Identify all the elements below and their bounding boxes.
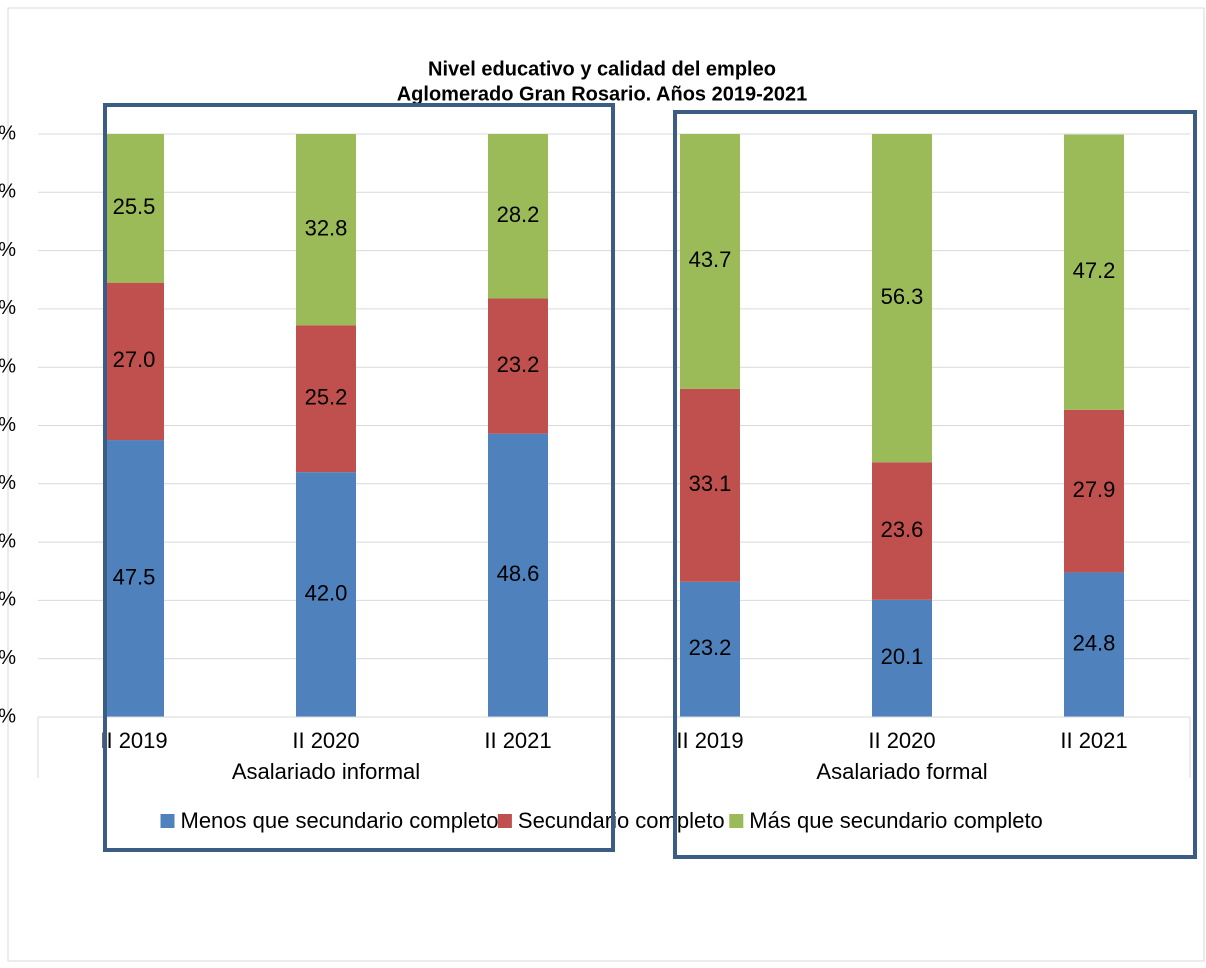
legend-swatch xyxy=(160,814,175,828)
bar-segment xyxy=(296,325,356,473)
bar-segment xyxy=(872,599,932,717)
data-label: 47.2 xyxy=(1073,258,1116,283)
bar-segment xyxy=(680,134,740,389)
chart-title: Nivel educativo y calidad del empleo xyxy=(428,58,776,80)
y-tick-label: 30% xyxy=(0,530,16,552)
data-label: 25.5 xyxy=(113,194,156,219)
data-label: 33.1 xyxy=(689,471,732,496)
x-tick-label: II 2021 xyxy=(1060,728,1127,753)
data-label: 47.5 xyxy=(113,564,156,589)
bar-segment xyxy=(296,134,356,326)
data-label: 23.2 xyxy=(689,635,732,660)
x-tick-label: II 2020 xyxy=(868,728,935,753)
x-tick-label: II 2019 xyxy=(100,728,167,753)
x-tick-label: II 2020 xyxy=(292,728,359,753)
y-tick-label: 100% xyxy=(0,122,16,144)
plot: 0% 10% 20% 30% 40% 50% 60% 70% 80% 90% 100% 47.5 27.… xyxy=(0,122,1191,833)
legend-swatch xyxy=(497,814,512,828)
y-tick-label: 20% xyxy=(0,589,16,611)
data-label: 27.9 xyxy=(1073,477,1116,502)
bar-segment xyxy=(488,433,548,717)
bar-segment xyxy=(1064,134,1124,410)
bar-segment xyxy=(680,388,740,582)
bar-segment xyxy=(680,581,740,717)
legend-label: Más que secundario completo xyxy=(749,808,1043,833)
y-tick-label: 90% xyxy=(0,181,16,203)
bar-segment xyxy=(104,440,164,717)
group-label: Asalariado informal xyxy=(232,759,420,784)
bar-segment xyxy=(488,134,548,299)
data-label: 23.2 xyxy=(497,352,540,377)
data-label: 20.1 xyxy=(881,644,924,669)
data-label: 48.6 xyxy=(497,561,540,586)
bar-segment xyxy=(1064,409,1124,573)
x-tick-label: II 2019 xyxy=(676,728,743,753)
highlight-box xyxy=(673,110,1197,859)
legend-swatch xyxy=(729,814,744,828)
x-tick-label: II 2021 xyxy=(484,728,551,753)
y-tick-label: 0% xyxy=(0,705,16,727)
bar-segment xyxy=(104,282,164,441)
highlight-box xyxy=(103,103,615,852)
y-tick-label: 70% xyxy=(0,297,16,319)
data-label: 42.0 xyxy=(305,580,348,605)
y-tick-label: 80% xyxy=(0,239,16,261)
data-label: 24.8 xyxy=(1073,631,1116,656)
y-tick-label: 40% xyxy=(0,472,16,494)
chart-subtitle: Aglomerado Gran Rosario. Años 2019-2021 xyxy=(397,83,808,105)
data-label: 43.7 xyxy=(689,247,732,272)
bar-segment xyxy=(872,134,932,463)
y-tick-label: 50% xyxy=(0,414,16,436)
chart-border xyxy=(7,7,1205,962)
data-label: 28.2 xyxy=(497,202,540,227)
y-tick-label: 10% xyxy=(0,647,16,669)
data-label: 32.8 xyxy=(305,215,348,240)
data-label: 25.2 xyxy=(305,384,348,409)
data-label: 56.3 xyxy=(881,284,924,309)
bar-segment xyxy=(296,472,356,717)
bar-segment xyxy=(104,134,164,283)
bar-segment xyxy=(488,298,548,434)
legend-label: Secundario completo xyxy=(518,808,725,833)
group-label: Asalariado formal xyxy=(816,759,987,784)
legend-label: Menos que secundario completo xyxy=(181,808,499,833)
bar-segment xyxy=(1064,572,1124,717)
bar-segment xyxy=(872,462,932,600)
data-label: 27.0 xyxy=(113,347,156,372)
y-tick-label: 60% xyxy=(0,355,16,377)
data-label: 23.6 xyxy=(881,517,924,542)
